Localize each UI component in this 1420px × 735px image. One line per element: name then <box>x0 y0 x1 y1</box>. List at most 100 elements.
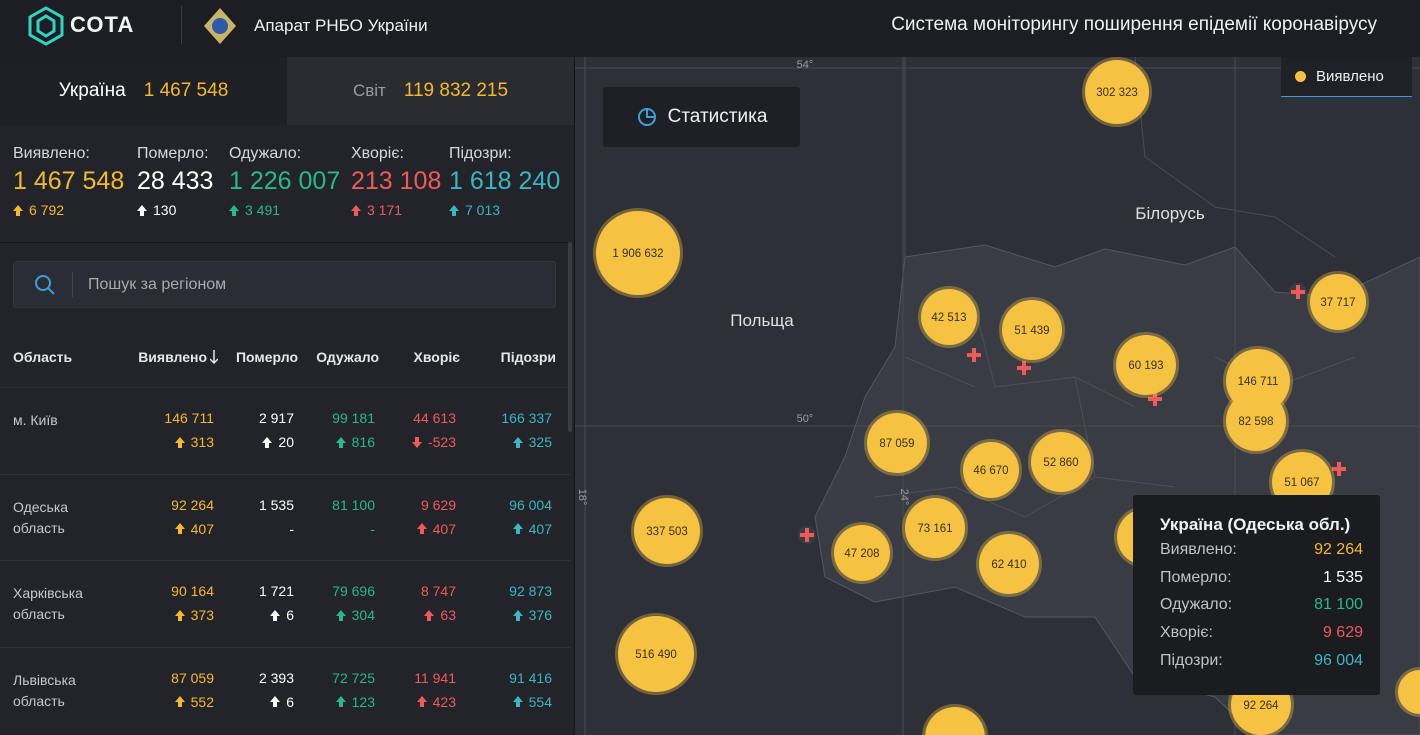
cluster-label: 92 264 <box>1243 700 1279 712</box>
arrow-icon <box>335 609 346 621</box>
table-cell: 8 747 63 <box>421 583 456 623</box>
cell-delta: 325 <box>501 434 552 450</box>
region-name: Львівська область <box>13 671 76 709</box>
cell-value: 2 393 <box>258 669 294 686</box>
table-cell: 146 711 313 <box>164 410 214 450</box>
cluster[interactable] <box>1028 429 1094 495</box>
table-row[interactable]: Одеська область 92 264 407 1 535 - 81 100 - 9 6… <box>0 473 570 561</box>
column-header[interactable]: Хворіє <box>414 349 460 365</box>
table-row[interactable]: Львівська область 87 059 552 2 393 6 72 725 12… <box>0 646 570 734</box>
column-header[interactable]: Одужало <box>316 349 379 365</box>
cluster-label: 1 906 632 <box>612 248 663 260</box>
cell-value: 2 917 <box>258 410 294 426</box>
arrow-icon <box>512 696 523 707</box>
table-cell: 79 696 304 <box>332 583 375 623</box>
legend[interactable]: Виявлено <box>1281 57 1412 97</box>
column-header[interactable]: Підозри <box>501 349 556 365</box>
statistics-button[interactable]: Статистика <box>603 87 800 147</box>
cell-value: 1 535 <box>258 496 294 513</box>
divider <box>72 272 73 297</box>
tab-value: 119 832 215 <box>403 80 509 101</box>
arrow-icon <box>351 204 361 216</box>
column-header-label: Померло <box>235 349 298 365</box>
table-row[interactable]: Харківська область 90 164 373 1 721 6 79 696 3… <box>0 560 570 647</box>
arrow-icon <box>174 609 185 621</box>
delta-value: 552 <box>190 693 214 710</box>
cell-value: 96 004 <box>509 496 552 513</box>
graticule-label: 18° <box>576 489 588 506</box>
tooltip-value: 1 535 <box>1322 568 1363 586</box>
cell-value: 44 613 <box>413 410 456 426</box>
cluster[interactable] <box>1113 332 1179 398</box>
column-header[interactable]: Область <box>13 349 72 365</box>
arrow-icon <box>174 436 185 448</box>
cluster-label: 302 323 <box>1096 87 1138 99</box>
cluster[interactable] <box>615 613 697 695</box>
tooltip-label: Підозри: <box>1160 651 1223 669</box>
table-cell: 44 613 -523 <box>411 410 456 450</box>
cluster[interactable] <box>831 522 893 584</box>
cluster[interactable] <box>976 531 1042 597</box>
summary-delta: 3 491 <box>229 202 340 218</box>
delta-value: 6 <box>286 693 294 710</box>
delta-value: 373 <box>190 607 214 623</box>
cluster[interactable] <box>864 410 930 476</box>
search-icon <box>35 275 55 295</box>
logo-icon <box>28 6 64 46</box>
cluster[interactable] <box>922 704 988 735</box>
cluster[interactable] <box>631 495 703 567</box>
hospital-marker <box>1017 361 1031 375</box>
arrow <box>416 523 427 534</box>
delta-value: 130 <box>153 202 177 218</box>
cluster[interactable] <box>999 297 1065 363</box>
table-cell: 99 181 816 <box>332 410 375 450</box>
table-cell: 87 059 552 <box>171 670 214 710</box>
cluster-label: 82 598 <box>1238 416 1273 428</box>
cluster-label: 52 860 <box>1043 457 1078 469</box>
delta-value: 407 <box>432 520 456 537</box>
cell-value: 90 164 <box>171 583 214 599</box>
table-row[interactable]: м. Київ 146 711 313 2 917 20 99 181 816 44 613 -… <box>0 387 570 474</box>
column-header[interactable]: Виявлено <box>138 349 218 365</box>
arrow-icon <box>416 523 427 534</box>
tab-world[interactable]: Світ 119 832 215 <box>287 57 574 125</box>
cluster[interactable] <box>1082 57 1152 127</box>
arrow <box>262 436 273 448</box>
cluster[interactable] <box>593 208 683 298</box>
column-header[interactable]: Померло <box>236 349 298 365</box>
arrow <box>229 204 239 216</box>
cluster[interactable] <box>1307 271 1369 333</box>
divider <box>0 242 570 243</box>
summary-delta: 130 <box>137 202 213 218</box>
arrow <box>411 436 422 448</box>
table-cell: 91 416 554 <box>509 670 552 710</box>
cluster[interactable] <box>902 495 968 561</box>
cell-delta: 376 <box>509 607 552 623</box>
arrow <box>512 609 523 621</box>
cell-delta: 313 <box>164 434 214 450</box>
cell-delta: 6 <box>259 607 294 623</box>
arrow-icon <box>512 523 523 534</box>
cluster[interactable] <box>1395 667 1420 717</box>
column-header-label: Одужало <box>316 349 379 365</box>
cell-value: 92 873 <box>509 583 552 599</box>
cluster[interactable] <box>960 439 1022 501</box>
region-name: Одеська область <box>13 498 69 536</box>
tooltip: Україна (Одеська обл.) Виявлено: 92 264 По… <box>1133 495 1380 695</box>
delta-value: 407 <box>190 520 214 537</box>
arrow-icon <box>262 436 273 448</box>
tab-ukraine[interactable]: Україна 1 467 548 <box>0 57 287 125</box>
cell-value: 87 059 <box>171 669 214 686</box>
tooltip-label: Одужало: <box>1160 596 1233 614</box>
tab-label: Україна <box>58 80 126 101</box>
sort-arrow <box>210 350 218 364</box>
arrow <box>270 609 281 621</box>
cell-delta: 123 <box>332 694 375 710</box>
region-name: м. Київ <box>13 412 58 428</box>
search-box[interactable]: Пошук за регіоном <box>13 261 556 308</box>
cluster[interactable] <box>918 286 980 348</box>
cluster[interactable] <box>1223 388 1289 454</box>
graticule-label: 54° <box>797 59 814 71</box>
table-cell: 72 725 123 <box>332 670 375 710</box>
